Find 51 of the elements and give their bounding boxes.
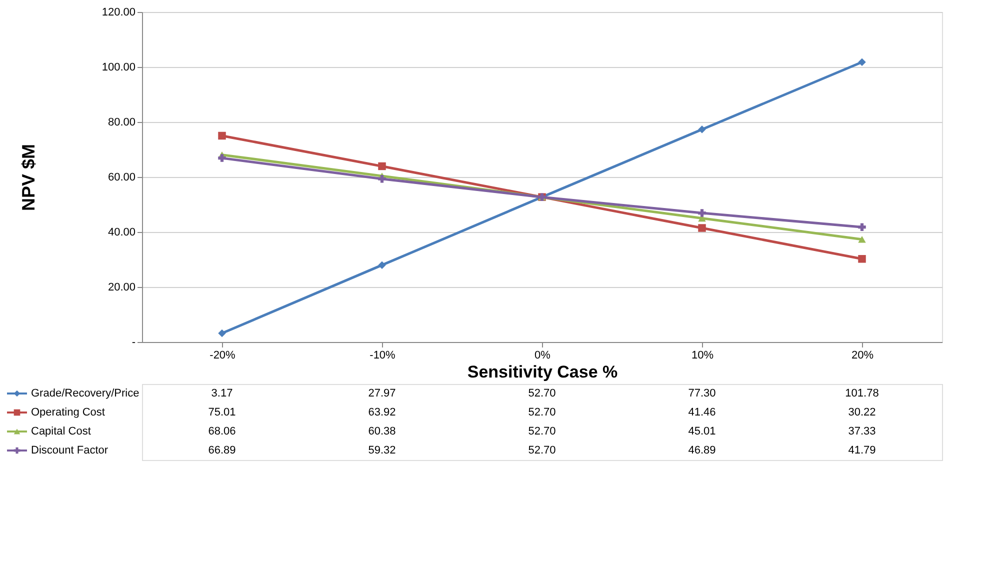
data-label: 3.17 [211, 388, 233, 400]
legend-label: Grade/Recovery/Price [31, 388, 140, 400]
point [698, 224, 706, 232]
data-label: 46.89 [688, 444, 716, 456]
data-label: 52.70 [528, 426, 556, 438]
point [378, 174, 386, 183]
point [218, 329, 226, 338]
point [218, 154, 226, 162]
data-label: 101.78 [845, 388, 879, 400]
y-tick-label: 40.00 [108, 226, 136, 238]
data-label: 27.97 [368, 388, 396, 400]
x-tick-label: -20% [210, 350, 236, 362]
y-tick-label: 100.00 [102, 62, 136, 74]
point [858, 236, 866, 243]
legend-label: Capital Cost [31, 426, 91, 438]
y-tick-label: 120.00 [102, 6, 136, 18]
x-tick-label: -10% [370, 350, 396, 362]
point [698, 209, 706, 217]
point [378, 162, 386, 170]
y-tick-label: 80.00 [108, 116, 136, 128]
x-axis-title: Sensitivity Case % [467, 362, 618, 382]
data-label: 52.70 [528, 406, 556, 418]
data-label: 52.70 [528, 444, 556, 456]
x-tick-label: 20% [851, 350, 874, 362]
y-tick-label: 20.00 [108, 282, 136, 294]
data-label: 75.01 [208, 406, 236, 418]
y-tick-label: 60.00 [108, 172, 136, 184]
legend-label: Discount Factor [31, 444, 108, 456]
data-label: 45.01 [688, 426, 716, 438]
y-tick-label: - [132, 336, 136, 348]
point [858, 255, 866, 263]
data-label: 68.06 [208, 426, 236, 438]
data-label: 63.92 [368, 406, 396, 418]
data-label: 41.79 [848, 444, 876, 456]
data-label: 77.30 [688, 388, 716, 400]
point [218, 132, 226, 140]
point [378, 261, 386, 269]
x-tick-label: 10% [691, 350, 714, 362]
data-label: 30.22 [848, 406, 876, 418]
data-label: 52.70 [528, 388, 556, 400]
data-label: 37.33 [848, 426, 876, 438]
data-label: 66.89 [208, 444, 236, 456]
x-tick-label: 0% [534, 350, 551, 362]
point [698, 126, 706, 134]
data-label: 60.38 [368, 426, 396, 438]
point [858, 58, 866, 66]
data-label: 59.32 [368, 444, 396, 456]
legend-label: Operating Cost [31, 406, 105, 418]
y-axis-title: NPV $M [18, 144, 38, 212]
data-label: 41.46 [688, 406, 716, 418]
point [858, 223, 866, 231]
